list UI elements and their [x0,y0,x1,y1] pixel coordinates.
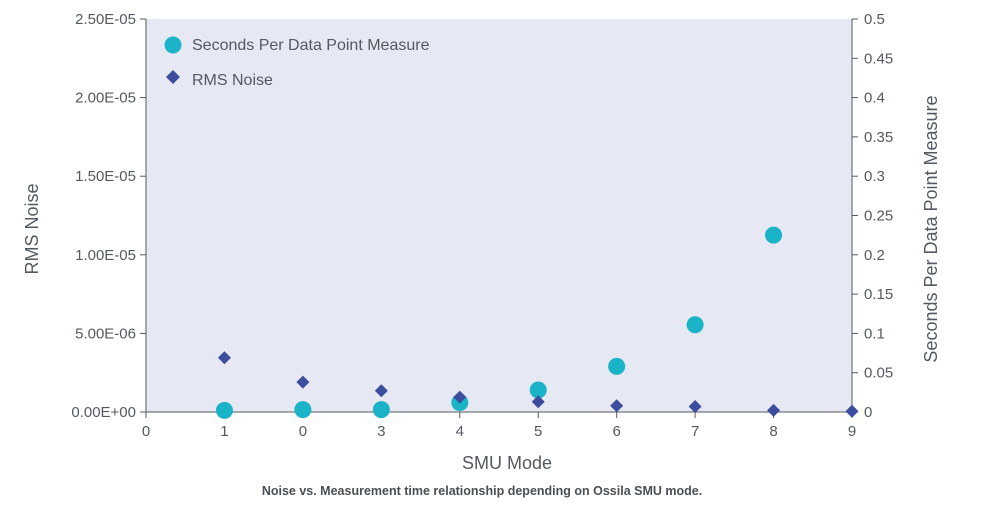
right-tick-label: 0.15 [864,286,893,303]
x-tick-label: 4 [456,423,464,440]
seconds-per-point-marker [215,401,233,419]
rms-noise-marker [296,375,310,389]
right-tick-label: 0.3 [864,168,885,185]
x-tick-label: 0 [142,423,150,440]
legend: Seconds Per Data Point Measure RMS Noise [164,36,430,89]
seconds-per-point-marker [765,226,783,244]
seconds-per-point-marker [372,401,390,419]
legend-label-rms: RMS Noise [192,72,273,89]
right-tick-label: 0.35 [864,129,893,146]
right-axis-title: Seconds Per Data Point Measure [921,95,941,362]
x-tick-label: 3 [377,423,385,440]
right-tick-label: 0.5 [864,11,885,28]
x-tick-label: 8 [769,423,777,440]
rms-noise-marker [688,399,702,413]
seconds-per-point-marker [294,401,312,419]
plot-area [146,19,852,412]
x-tick-label: 6 [612,423,620,440]
x-tick-label: 1 [220,423,228,440]
rms-noise-marker [845,404,859,418]
right-tick-label: 0.25 [864,208,893,225]
x-tick-label: 5 [534,423,542,440]
right-tick-label: 0.4 [864,90,885,107]
seconds-per-point-marker [686,316,704,334]
rms-noise-marker [374,384,388,398]
x-tick-label: 0 [299,423,307,440]
legend-marker-rms [166,70,180,84]
seconds-per-point-marker [608,357,626,375]
x-axis-title: SMU Mode [462,453,552,473]
left-tick-label: 0.00E+00 [71,404,136,421]
left-tick-label: 1.00E-05 [75,247,136,264]
right-tick-label: 0.2 [864,247,885,264]
right-tick-label: 0.1 [864,325,885,342]
legend-label-seconds: Seconds Per Data Point Measure [192,37,430,54]
legend-marker-seconds [164,36,182,54]
data-marks [215,226,859,419]
right-tick-label: 0.45 [864,50,893,67]
rms-noise-marker [217,351,231,365]
x-tick-label: 7 [691,423,699,440]
right-tick-label: 0 [864,404,872,421]
seconds-per-point-marker [529,381,547,399]
tick-labels: 0.00E+00 5.00E-06 1.00E-05 1.50E-05 2.00E-05… [71,11,893,440]
x-tick-label: 9 [848,423,856,440]
left-tick-label: 2.00E-05 [75,90,136,107]
right-tick-label: 0.05 [864,365,893,382]
left-tick-label: 2.50E-05 [75,11,136,28]
figure-caption: Noise vs. Measurement time relationship … [261,484,703,498]
left-tick-label: 1.50E-05 [75,168,136,185]
left-tick-label: 5.00E-06 [75,325,136,342]
rms-noise-marker [767,403,781,417]
rms-noise-marker [453,390,467,404]
rms-noise-marker [531,395,545,409]
rms-noise-marker [610,399,624,413]
left-axis-title: RMS Noise [22,183,42,274]
